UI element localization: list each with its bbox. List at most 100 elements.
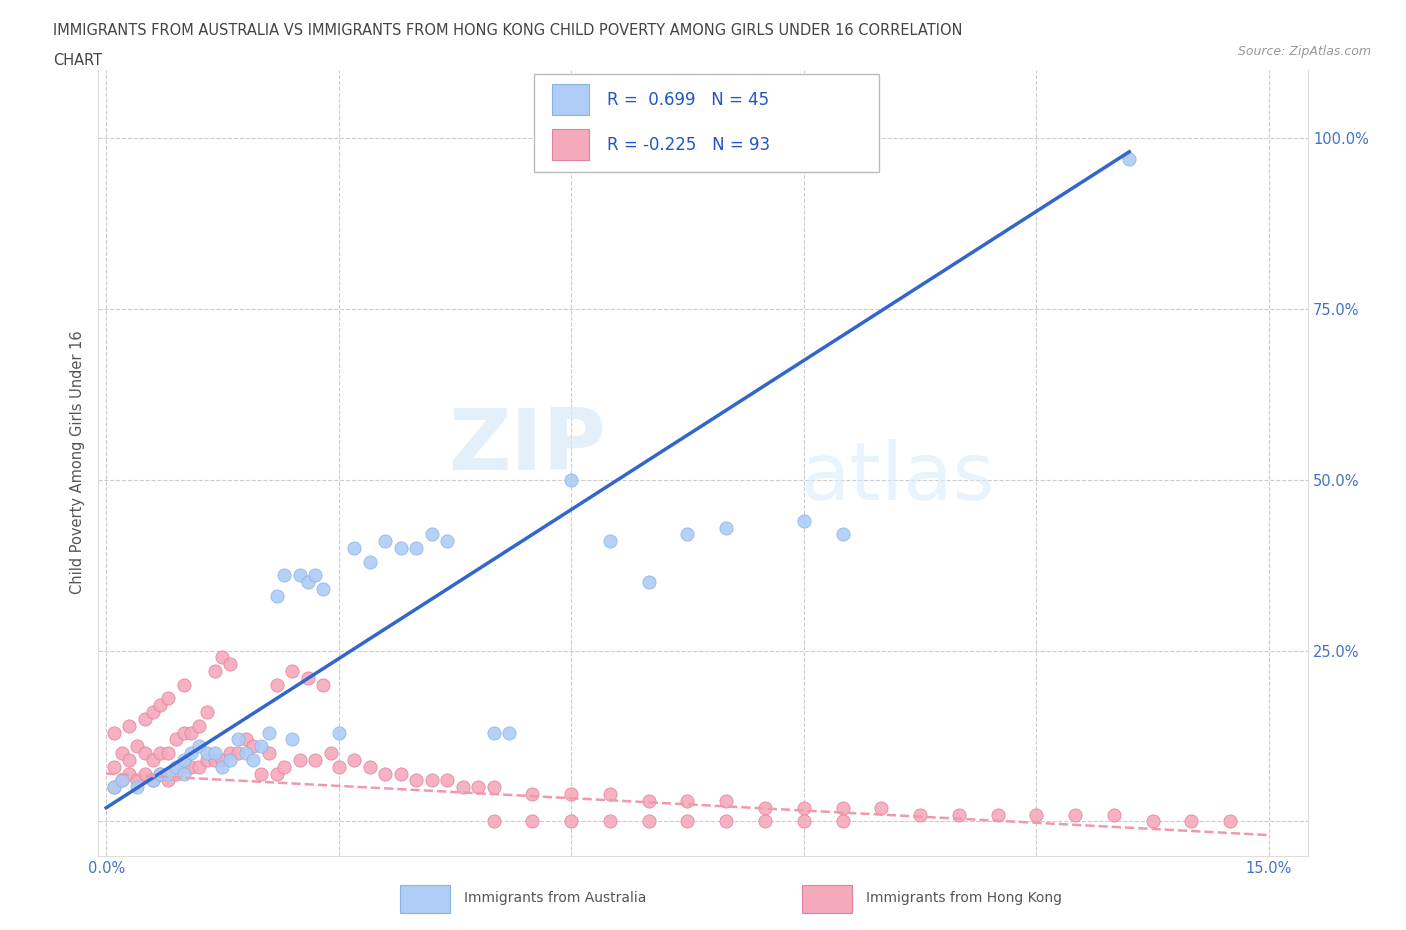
Point [560,814,582,829]
Point [1142,814,1164,829]
Point [235,746,257,761]
Point [359,759,381,774]
Text: R = -0.225   N = 93: R = -0.225 N = 93 [606,136,769,153]
Point [405,773,427,788]
Point [134,746,156,761]
Point [304,568,326,583]
Point [211,759,233,774]
FancyBboxPatch shape [801,885,852,913]
Point [343,540,366,555]
Point [242,752,264,767]
Point [297,671,319,685]
Point [103,780,125,795]
Point [142,705,165,720]
Point [599,787,621,802]
Point [173,725,195,740]
Point [235,732,257,747]
Point [157,766,180,781]
Point [211,752,233,767]
Point [142,752,165,767]
Point [1219,814,1241,829]
Point [173,752,195,767]
Point [127,738,149,753]
Point [482,725,505,740]
Point [599,814,621,829]
Point [831,527,853,542]
Point [359,554,381,569]
Point [219,752,242,767]
Point [273,568,295,583]
Point [219,657,242,671]
Point [948,807,970,822]
Point [127,780,149,795]
Point [676,527,699,542]
Point [405,540,427,555]
Point [103,759,125,774]
Point [793,814,815,829]
Point [637,793,659,808]
Point [188,718,211,733]
Point [118,766,141,781]
Point [986,807,1008,822]
Point [1064,807,1087,822]
Point [157,773,180,788]
Point [1180,814,1202,829]
Point [266,677,288,692]
Point [195,746,218,761]
Point [157,691,180,706]
Point [522,814,544,829]
Point [111,746,134,761]
Point [111,773,134,788]
Point [343,752,366,767]
Point [1025,807,1047,822]
Text: Immigrants from Australia: Immigrants from Australia [464,891,647,906]
Point [173,677,195,692]
Y-axis label: Child Poverty Among Girls Under 16: Child Poverty Among Girls Under 16 [70,331,86,594]
Point [204,752,226,767]
Point [1118,152,1140,166]
Point [127,773,149,788]
Point [908,807,931,822]
Point [173,759,195,774]
Point [420,773,443,788]
Point [676,793,699,808]
Point [328,759,350,774]
Point [716,814,738,829]
Point [288,752,311,767]
Point [754,814,776,829]
Point [599,534,621,549]
Point [389,766,412,781]
Point [831,814,853,829]
Point [103,780,125,795]
Point [165,766,187,781]
Point [226,732,249,747]
Point [165,759,187,774]
Point [522,787,544,802]
Point [482,814,505,829]
Point [266,766,288,781]
Point [250,738,273,753]
FancyBboxPatch shape [534,74,879,172]
Point [165,732,187,747]
Point [204,664,226,679]
Text: Immigrants from Hong Kong: Immigrants from Hong Kong [866,891,1062,906]
Text: CHART: CHART [53,53,103,68]
Point [266,589,288,604]
Point [188,759,211,774]
Point [103,725,125,740]
Point [273,759,295,774]
Point [134,766,156,781]
Text: R =  0.699   N = 45: R = 0.699 N = 45 [606,91,769,109]
Point [142,773,165,788]
Point [637,814,659,829]
Point [257,746,280,761]
Point [211,650,233,665]
Point [281,664,304,679]
Text: IMMIGRANTS FROM AUSTRALIA VS IMMIGRANTS FROM HONG KONG CHILD POVERTY AMONG GIRLS: IMMIGRANTS FROM AUSTRALIA VS IMMIGRANTS … [53,23,963,38]
Point [754,801,776,816]
Point [157,746,180,761]
Point [831,801,853,816]
Point [793,513,815,528]
Point [560,472,582,487]
FancyBboxPatch shape [401,885,450,913]
